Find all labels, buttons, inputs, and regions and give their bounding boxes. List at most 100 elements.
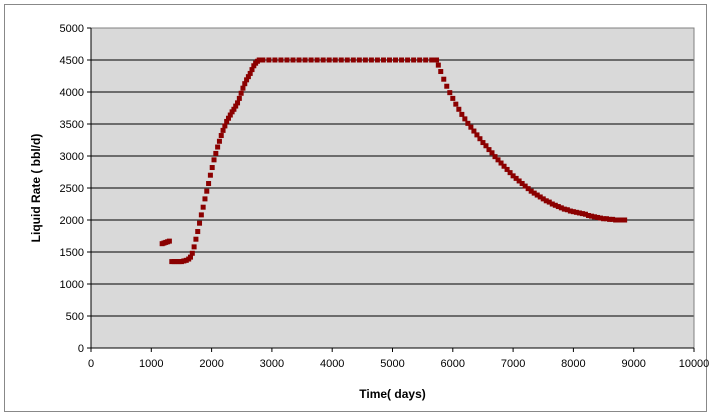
x-tick-label: 10000 xyxy=(679,358,710,370)
data-point xyxy=(380,57,386,63)
y-tick-labels: 0 500 1000 1500 2000 2500 3000 3500 4000 4500 5000 xyxy=(60,23,84,355)
data-point xyxy=(272,57,278,63)
data-point xyxy=(206,181,212,187)
data-point xyxy=(350,57,356,63)
y-tick-label: 0 xyxy=(78,343,84,355)
data-point xyxy=(374,57,380,63)
data-point xyxy=(613,217,619,223)
data-point xyxy=(193,236,199,242)
data-point xyxy=(338,57,344,63)
data-point xyxy=(441,76,447,82)
data-point xyxy=(198,212,204,218)
data-point xyxy=(549,201,555,207)
data-point xyxy=(278,57,284,63)
data-point xyxy=(225,115,231,121)
data-point xyxy=(592,214,598,220)
data-point xyxy=(302,57,308,63)
y-tick-label: 1000 xyxy=(60,279,84,291)
data-point xyxy=(616,217,622,223)
data-point xyxy=(595,214,601,220)
data-point xyxy=(249,67,255,73)
data-point xyxy=(498,160,504,166)
data-point xyxy=(622,217,628,223)
data-point xyxy=(438,69,444,75)
data-point xyxy=(576,210,582,216)
data-point xyxy=(308,57,314,63)
data-point xyxy=(598,215,604,221)
data-point xyxy=(588,213,594,219)
data-point xyxy=(456,106,462,112)
data-point xyxy=(191,244,197,250)
data-point xyxy=(579,211,585,217)
y-tick-label: 500 xyxy=(66,311,84,323)
data-point xyxy=(531,190,537,196)
data-point xyxy=(284,57,290,63)
data-point xyxy=(459,111,465,117)
x-tick-label: 2000 xyxy=(199,358,223,370)
data-point xyxy=(195,229,201,235)
data-point xyxy=(543,198,549,204)
data-point xyxy=(619,217,625,223)
data-point xyxy=(215,144,221,150)
data-point xyxy=(314,57,320,63)
data-point xyxy=(537,194,543,200)
data-point xyxy=(247,70,253,76)
data-point xyxy=(582,211,588,217)
data-point xyxy=(207,172,213,178)
data-point xyxy=(238,90,244,96)
data-point xyxy=(202,196,208,202)
data-point xyxy=(564,207,570,213)
data-point xyxy=(513,175,519,181)
y-tick-label: 4000 xyxy=(60,87,84,99)
data-point xyxy=(552,202,558,208)
data-point xyxy=(573,209,579,215)
data-point xyxy=(444,83,450,89)
data-point xyxy=(411,57,417,63)
data-point xyxy=(507,170,513,176)
x-tick-label: 1000 xyxy=(139,358,163,370)
y-tick-label: 2500 xyxy=(60,183,84,195)
data-point xyxy=(510,173,516,179)
data-point xyxy=(233,103,239,109)
data-point xyxy=(450,95,456,101)
data-point xyxy=(290,57,296,63)
data-point xyxy=(423,57,429,63)
y-axis-title: Liquid Rate ( bbl/d) xyxy=(29,134,43,243)
y-tick-label: 1500 xyxy=(60,247,84,259)
x-tick-label: 7000 xyxy=(501,358,525,370)
x-tick-labels: 0 1000 2000 3000 4000 5000 6000 7000 8000 9000 100… xyxy=(88,358,709,370)
data-point xyxy=(489,150,495,156)
data-point xyxy=(256,57,262,63)
data-point xyxy=(326,57,332,63)
data-point xyxy=(187,254,193,260)
data-point xyxy=(486,147,492,153)
data-point xyxy=(570,209,576,215)
x-tick-label: 5000 xyxy=(380,358,404,370)
data-point xyxy=(555,204,561,210)
data-point xyxy=(356,57,362,63)
x-tick-label: 6000 xyxy=(441,358,465,370)
data-point xyxy=(218,133,224,139)
data-point xyxy=(567,208,573,214)
data-point xyxy=(296,57,302,63)
data-point xyxy=(477,136,483,142)
data-point xyxy=(604,216,610,222)
data-point xyxy=(601,216,607,222)
data-point xyxy=(462,116,468,122)
data-point xyxy=(245,74,251,80)
y-tick-label: 4500 xyxy=(60,55,84,67)
y-tick-label: 5000 xyxy=(60,23,84,35)
data-point xyxy=(465,120,471,126)
data-point xyxy=(399,57,405,63)
data-point xyxy=(204,188,210,194)
data-points xyxy=(159,57,628,265)
data-point xyxy=(492,154,498,160)
data-point xyxy=(227,112,233,118)
x-tick-label: 4000 xyxy=(320,358,344,370)
data-point xyxy=(260,57,266,63)
data-point xyxy=(519,181,525,187)
y-tick-label: 2000 xyxy=(60,215,84,227)
data-point xyxy=(585,213,591,219)
data-point xyxy=(516,178,522,184)
